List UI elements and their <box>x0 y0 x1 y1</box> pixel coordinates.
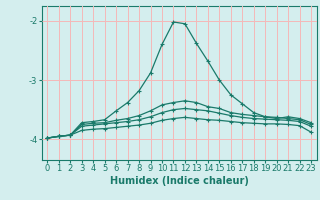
X-axis label: Humidex (Indice chaleur): Humidex (Indice chaleur) <box>110 176 249 186</box>
